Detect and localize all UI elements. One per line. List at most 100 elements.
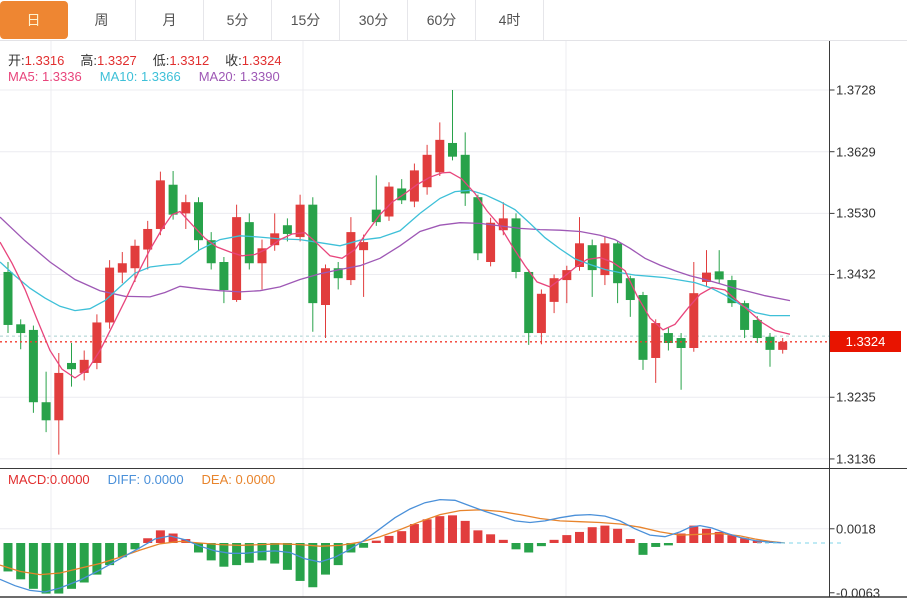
macd-bar [219,543,229,567]
ma10-value: 1.3366 [140,69,181,84]
candle-body [727,280,737,304]
macd-bar [587,527,597,543]
macd-bar [308,543,318,588]
close-readout: 收:1.3324 [225,50,281,69]
macd-bar [168,533,178,543]
macd-bar [295,543,305,581]
macd-axis-label: 0.0018 [836,521,876,537]
candle-body [181,202,191,214]
candle-body [130,245,140,269]
macd-bar [181,539,191,543]
candle-body [613,243,623,284]
macd-bar [346,543,356,553]
macd-bar [384,535,394,543]
macd-bar [206,543,216,561]
macd-bar [562,535,572,543]
tab-period-0[interactable]: 日 [0,1,68,39]
ma20-label: MA20: [198,69,237,84]
macd-bar [486,534,496,543]
price-axis-label: 1.3728 [836,82,876,98]
candle-body [308,204,318,304]
candle-body [460,154,470,194]
macd-bar [117,543,127,558]
price-axis-label: 1.3432 [836,266,876,282]
ma5-line [0,171,791,379]
candle-body [346,232,356,281]
macd-bar [28,543,38,589]
macd-bar [435,516,445,543]
diff-label: DIFF: [107,472,141,487]
dea-line [0,509,786,576]
macd-bar [600,525,610,543]
macd-bar [67,543,76,589]
macd-bar [638,543,648,555]
tab-period-7[interactable]: 4时 [476,0,544,40]
candle-body [752,319,762,339]
candle-body [168,184,178,215]
dea-label: DEA: [201,472,232,487]
candle-body [524,271,534,334]
candle-body [778,341,788,350]
candle-body [676,338,686,349]
close-value: 1.3324 [241,53,282,68]
macd-bar [422,519,432,543]
macd-value: 0.0000 [49,472,90,487]
low-readout: 低:1.3312 [153,50,209,69]
tab-period-3[interactable]: 5分 [204,0,272,40]
last-price-badge: 1.3324 [830,331,901,353]
candle-body [92,322,102,363]
candle-body [625,278,635,301]
candle-body [155,180,165,229]
tab-period-1[interactable]: 周 [68,0,136,40]
macd-bar [54,543,64,594]
macd-bar [130,543,140,550]
candle-body [295,204,305,238]
macd-bar [359,543,369,548]
macd-bar [41,543,51,594]
macd-bar [524,543,534,553]
candle-body [321,268,330,306]
candlestick-chart-canvas[interactable] [0,41,907,468]
high-readout: 高:1.3327 [80,50,136,69]
candle-body [384,186,394,217]
period-tabbar: 日周月 5分 15分 30分 60分 4时 [0,0,907,41]
macd-bar [752,540,762,543]
candle-body [219,262,229,291]
candle-body [448,142,457,157]
macd-bar [105,543,115,566]
macd-bar [714,531,724,543]
macd-chart-canvas[interactable] [0,468,907,604]
diff-line [0,498,786,593]
tab-period-4[interactable]: 15分 [272,0,340,40]
ma20-value: 1.3390 [239,69,280,84]
macd-bar [740,538,750,543]
macd-bar [498,539,508,543]
dea-value: 0.0000 [235,472,276,487]
candle-body [257,248,267,264]
candle-body [651,323,661,358]
candle-body [79,359,89,373]
candle-body [270,233,280,246]
macd-value-readout: MACD:0.0000 [8,472,90,487]
macd-bar [92,543,102,575]
candle-body [28,329,38,403]
candle-body [740,303,750,330]
candle-body [511,218,521,272]
ma5-readout: MA5: 1.3336 [8,69,82,84]
low-value: 1.3312 [169,53,210,68]
candle-body [714,271,724,280]
tab-period-5[interactable]: 30分 [340,0,408,40]
candle-body [486,222,496,263]
ohlc-readout: 开:1.3316 高:1.3327 低:1.3312 收:1.3324 [8,50,282,69]
candle-body [498,218,508,231]
candle-body [575,243,584,267]
candle-body [333,268,343,279]
open-value: 1.3316 [24,53,65,68]
candle-body [702,272,711,282]
open-readout: 开:1.3316 [8,50,64,69]
tab-period-2[interactable]: 月 [136,0,204,40]
candle-body [41,402,51,421]
tab-period-6[interactable]: 60分 [408,0,476,40]
ma20-readout: MA20: 1.3390 [199,69,280,84]
macd-bar [143,538,153,543]
